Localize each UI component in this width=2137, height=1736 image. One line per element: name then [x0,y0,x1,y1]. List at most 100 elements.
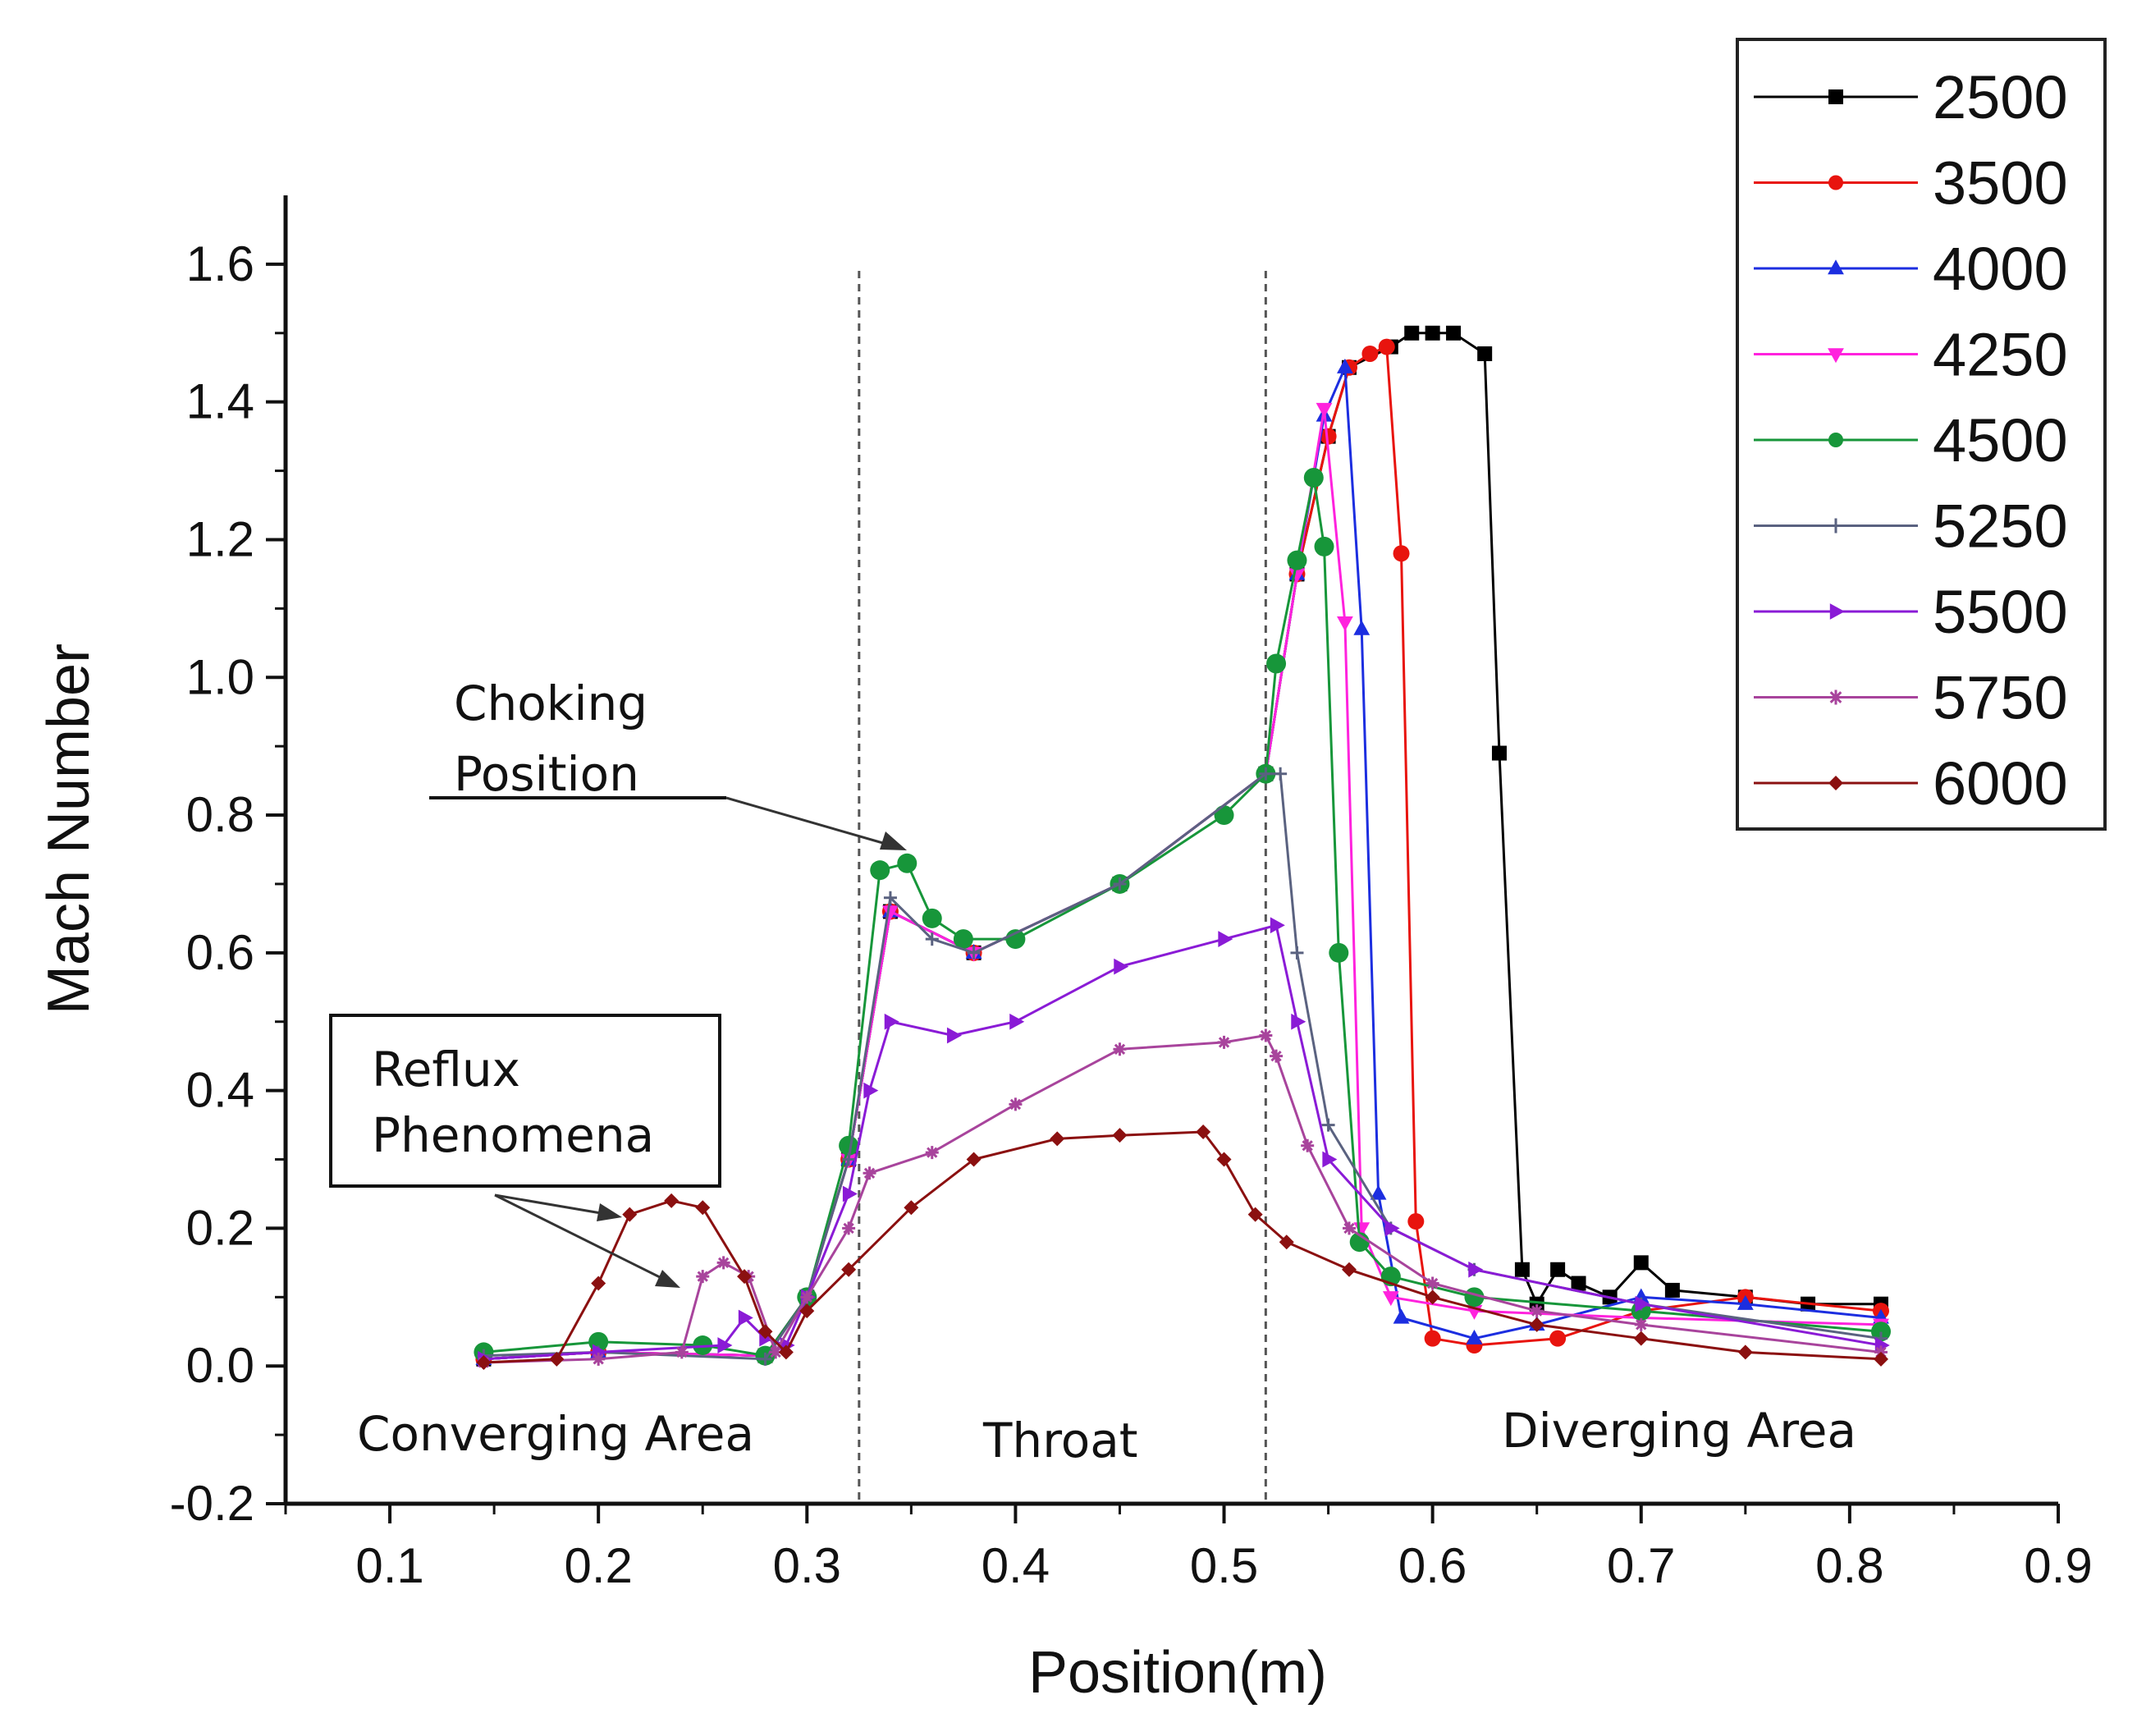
data-point [1370,1184,1387,1200]
data-point [1291,1013,1306,1030]
legend-marker [1828,348,1844,364]
data-point [622,1207,638,1222]
data-point [664,1193,680,1208]
y-tick-label: 1.4 [186,374,254,429]
series-line-5750 [483,1034,1882,1364]
legend-entry-5250: 5250 [1754,492,2068,561]
data-point [778,1344,794,1360]
data-point [863,1082,879,1099]
data-point [757,1324,773,1340]
x-tick-label: 0.6 [1398,1538,1467,1593]
data-point [1217,1035,1231,1049]
region-dividers [858,271,1267,1504]
data-point [1196,1124,1211,1139]
reflux-box [329,1014,721,1188]
legend-entry-4000: 4000 [1754,235,2068,303]
data-point [1290,946,1304,960]
reflux-arrowhead-lower [655,1270,680,1288]
data-point [882,905,899,921]
data-point [1382,1291,1399,1307]
region-label-converging: Converging Area [357,1406,754,1462]
data-point [1321,1118,1335,1132]
legend-marker [1828,433,1843,447]
legend-label: 4500 [1933,406,2068,474]
data-point [1635,1295,1650,1312]
data-point [716,1256,730,1270]
data-point [1009,1097,1023,1111]
x-tick-label: 0.2 [564,1538,632,1593]
series-3500 [475,338,1889,1367]
data-point [1384,1220,1400,1237]
data-point [904,1200,919,1216]
data-point [675,1345,689,1359]
data-point [1288,568,1306,584]
y-tick-label: 0.6 [186,925,254,980]
legend-entry-4250: 4250 [1754,321,2068,389]
legend: 2500 3500 4000 4250 4500 5250 5500 5750 6000 [1736,38,2107,831]
data-point [1514,1262,1530,1277]
data-point [1530,1304,1544,1318]
data-point [1287,550,1307,570]
data-point [925,932,939,946]
data-point [1737,1294,1754,1310]
data-point [1874,1351,1888,1367]
legend-marker [1828,776,1843,790]
data-point [1491,745,1507,761]
data-point [967,946,981,960]
data-point [1112,1128,1128,1143]
legend-entry-5750: 5750 [1754,664,2068,732]
data-point [1549,1330,1567,1347]
legend-entry-6000: 6000 [1754,749,2068,818]
y-tick-label: -0.2 [170,1476,254,1531]
data-point [1329,942,1349,963]
data-point [1301,1138,1315,1152]
data-point [1216,1152,1232,1167]
legend-marker [1828,518,1843,534]
data-point [1113,1042,1127,1056]
data-point [1247,1207,1263,1222]
data-point [591,1276,606,1291]
data-point [592,1352,606,1366]
data-point [1871,1321,1891,1342]
y-tick-label: 0.4 [186,1063,254,1118]
series-4250 [475,402,1889,1368]
y-axis-title: Mach Number [36,644,102,1015]
data-point [1477,346,1493,361]
data-point [966,1152,982,1167]
data-point [1393,1308,1410,1324]
data-point [897,853,917,873]
data-point [842,1221,856,1235]
data-point [1664,1282,1680,1298]
data-point [1342,1262,1357,1277]
legend-entry-3500: 3500 [1754,149,2068,218]
choking-arrow [725,796,898,849]
legend-label: 5500 [1933,578,2068,646]
data-point [1353,620,1371,635]
x-axis-title: Position(m) [1028,1640,1327,1706]
legend-label: 5250 [1933,492,2068,561]
legend-marker [1828,259,1844,275]
region-label-diverging: Diverging Area [1502,1403,1856,1459]
data-point [1393,545,1410,562]
legend-entry-2500: 2500 [1754,63,2068,131]
data-point [1314,536,1334,557]
data-point [1320,428,1337,445]
data-point [1468,1261,1484,1278]
x-tick-label: 0.8 [1815,1538,1883,1593]
data-point [863,1166,876,1180]
reflux-label-line1: Reflux [372,1042,520,1097]
data-point [799,1303,815,1319]
reflux-arrow-lower [494,1193,670,1284]
legend-label: 6000 [1933,749,2068,818]
data-point [1270,1049,1284,1063]
y-tick-label: 0.8 [186,787,254,842]
data-point [1259,767,1273,781]
data-point [1114,958,1129,975]
data-point [1259,1028,1273,1042]
legend-marker [1828,689,1843,705]
x-tick-label: 0.1 [355,1538,423,1593]
data-point [870,860,890,881]
data-point [695,1200,711,1216]
data-point [1633,1255,1649,1271]
data-point [1571,1276,1586,1291]
